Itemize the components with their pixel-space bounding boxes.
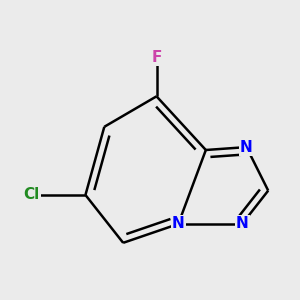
Text: F: F bbox=[151, 50, 162, 65]
Text: Cl: Cl bbox=[24, 188, 40, 202]
Text: N: N bbox=[240, 140, 253, 154]
Text: N: N bbox=[172, 217, 185, 232]
Text: N: N bbox=[236, 217, 248, 232]
